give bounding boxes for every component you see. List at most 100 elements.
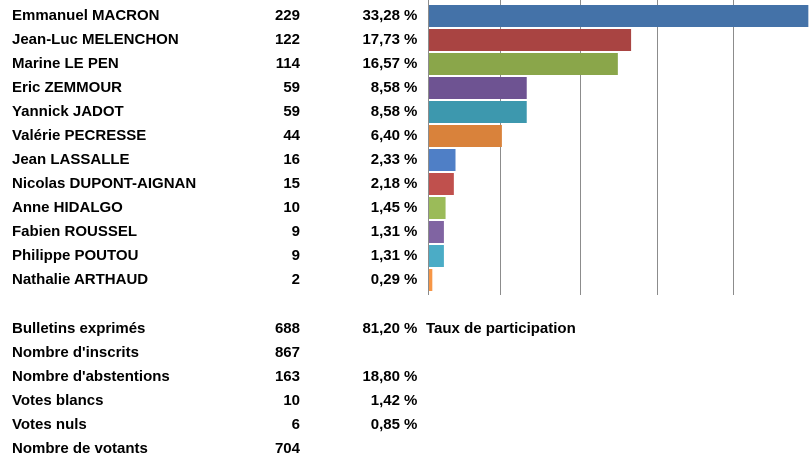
summary-row: Bulletins exprimés 688 81,20% Taux de parti… <box>0 317 620 341</box>
summary-percent: 1,42 <box>370 392 400 409</box>
percent-symbol: % <box>404 199 418 216</box>
bar-fabien-roussel <box>429 221 444 243</box>
candidate-votes: 229 <box>274 7 300 24</box>
summary-row: Nombre d'inscrits 867 <box>0 341 620 365</box>
candidate-percent: 6,40 <box>370 127 400 144</box>
candidate-percent: 17,73 <box>362 31 400 48</box>
candidate-row: Anne HIDALGO 10 1,45% <box>0 196 430 220</box>
summary-row: Nombre d'abstentions 163 18,80% <box>0 365 620 389</box>
bar-jean-lassalle <box>429 149 456 171</box>
candidate-percent: 1,45 <box>370 199 400 216</box>
candidate-row: Jean-Luc MELENCHON 122 17,73% <box>0 28 430 52</box>
summary-value: 6 <box>291 416 300 433</box>
candidate-name: Marine LE PEN <box>12 55 119 72</box>
candidate-votes: 15 <box>283 175 300 192</box>
candidate-name: Eric ZEMMOUR <box>12 79 123 96</box>
percent-symbol: % <box>404 55 418 72</box>
candidate-row: Yannick JADOT 59 8,58% <box>0 100 430 124</box>
summary-row: Nombre de votants 704 <box>0 437 620 461</box>
percent-symbol: % <box>404 175 418 192</box>
candidate-name: Nicolas DUPONT-AIGNAN <box>12 175 197 192</box>
percent-symbol: % <box>404 127 418 144</box>
candidate-row: Eric ZEMMOUR 59 8,58% <box>0 76 430 100</box>
summary-label: Bulletins exprimés <box>12 320 146 337</box>
candidate-votes: 59 <box>283 79 300 96</box>
summary-label: Nombre de votants <box>12 440 148 457</box>
bar-yannick-jadot <box>429 101 527 123</box>
candidate-percent: 8,58 <box>370 79 400 96</box>
summary-value: 688 <box>274 320 300 337</box>
candidate-percent: 0,29 <box>370 271 400 288</box>
candidate-name: Jean-Luc MELENCHON <box>12 31 179 48</box>
candidate-percent: 1,31 <box>370 223 400 240</box>
bar-chart <box>428 0 809 295</box>
candidate-percent: 33,28 <box>362 7 400 24</box>
candidate-name: Valérie PECRESSE <box>12 127 147 144</box>
summary-percent: 0,85 <box>370 416 400 433</box>
percent-symbol: % <box>404 247 418 264</box>
bar-marine-le-pen <box>429 53 618 75</box>
candidate-votes: 10 <box>283 199 300 216</box>
summary-label: Nombre d'abstentions <box>12 368 170 385</box>
percent-symbol: % <box>404 31 418 48</box>
summary-value: 10 <box>283 392 300 409</box>
candidate-name: Jean LASSALLE <box>12 151 130 168</box>
bar-emmanuel-macron <box>429 5 809 27</box>
candidate-row: Valérie PECRESSE 44 6,40% <box>0 124 430 148</box>
candidate-votes: 44 <box>283 127 300 144</box>
summary-row: Votes nuls 6 0,85% <box>0 413 620 437</box>
percent-symbol: % <box>404 223 418 240</box>
summary-percent: 18,80 <box>362 368 400 385</box>
bar-eric-zemmour <box>429 77 527 99</box>
candidate-row: Marine LE PEN 114 16,57% <box>0 52 430 76</box>
candidate-row: Jean LASSALLE 16 2,33% <box>0 148 430 172</box>
percent-symbol: % <box>404 7 418 24</box>
candidate-percent: 16,57 <box>362 55 400 72</box>
candidate-row: Emmanuel MACRON 229 33,28% <box>0 4 430 28</box>
candidate-percent: 2,33 <box>370 151 400 168</box>
percent-symbol: % <box>404 320 418 337</box>
candidate-percent: 1,31 <box>370 247 400 264</box>
summary-row: Votes blancs 10 1,42% <box>0 389 620 413</box>
percent-symbol: % <box>404 416 418 433</box>
candidate-votes: 59 <box>283 103 300 120</box>
bar-philippe-poutou <box>429 245 444 267</box>
candidate-name: Philippe POUTOU <box>12 247 139 264</box>
candidate-row: Nathalie ARTHAUD 2 0,29% <box>0 268 430 292</box>
bar-jean-luc-melenchon <box>429 29 632 51</box>
percent-symbol: % <box>404 103 418 120</box>
candidate-percent: 8,58 <box>370 103 400 120</box>
candidate-row: Fabien ROUSSEL 9 1,31% <box>0 220 430 244</box>
percent-symbol: % <box>404 392 418 409</box>
candidate-name: Yannick JADOT <box>12 103 124 120</box>
summary-value: 704 <box>274 440 300 457</box>
candidate-row: Philippe POUTOU 9 1,31% <box>0 244 430 268</box>
percent-symbol: % <box>404 79 418 96</box>
candidate-votes: 114 <box>275 55 300 72</box>
candidate-percent: 2,18 <box>370 175 400 192</box>
candidate-votes: 2 <box>291 271 300 288</box>
candidate-name: Emmanuel MACRON <box>12 7 160 24</box>
summary-label: Nombre d'inscrits <box>12 344 139 361</box>
summary-label: Votes blancs <box>12 392 104 409</box>
summary-percent: 81,20 <box>362 320 400 337</box>
percent-symbol: % <box>404 151 418 168</box>
candidate-votes: 9 <box>291 247 300 264</box>
candidate-name: Fabien ROUSSEL <box>12 223 138 240</box>
participation-label: Taux de participation <box>426 320 576 337</box>
summary-value: 867 <box>274 344 300 361</box>
candidate-row: Nicolas DUPONT-AIGNAN 15 2,18% <box>0 172 430 196</box>
bar-nicolas-dupont-aignan <box>429 173 454 195</box>
candidate-votes: 16 <box>283 151 300 168</box>
bar-nathalie-arthaud <box>429 269 433 291</box>
candidate-votes: 9 <box>291 223 300 240</box>
percent-symbol: % <box>404 368 418 385</box>
summary-value: 163 <box>274 368 300 385</box>
bar-val-rie-pecresse <box>429 125 502 147</box>
bar-anne-hidalgo <box>429 197 446 219</box>
candidate-name: Nathalie ARTHAUD <box>12 271 149 288</box>
percent-symbol: % <box>404 271 418 288</box>
candidate-name: Anne HIDALGO <box>12 199 123 216</box>
candidate-votes: 122 <box>274 31 300 48</box>
summary-label: Votes nuls <box>12 416 87 433</box>
